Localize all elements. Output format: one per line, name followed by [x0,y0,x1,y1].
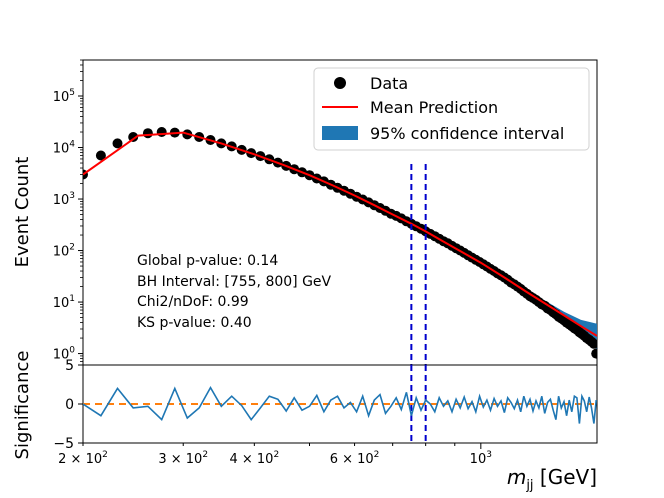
legend-label-data: Data [370,74,408,93]
x-tick-label: 4 × 102 [229,450,279,467]
x-tick-label: 3 × 102 [158,450,208,467]
x-axis-label-main: m [507,465,526,489]
significance-y-axis-label: Significance [12,351,33,460]
legend-ci-patch [322,126,358,140]
y-tick-label: 105 [53,88,75,105]
x-tick-label: 2 × 102 [58,450,108,467]
data-point [588,338,597,349]
y-tick-label: 104 [53,140,76,157]
legend-frame [313,67,590,151]
y-tick-label: −5 [53,436,74,452]
y-tick-label: 100 [53,346,76,363]
x-tick-label: 6 × 102 [330,450,380,467]
data-point [142,128,153,139]
data-point [128,132,139,142]
y-tick-label: 101 [53,294,75,311]
annotation-ks-pvalue: KS p-value: 0.40 [137,315,252,331]
annotation-bh-interval: BH Interval: [755, 800] GeV [137,274,332,290]
y-tick-label: 103 [53,191,75,208]
x-tick-label: 103 [470,450,492,467]
data-point [112,138,123,149]
y-tick-label: 5 [65,358,74,374]
mean-prediction-line [83,131,597,337]
legend: Data Mean Prediction 95% confidence inte… [313,67,590,151]
legend-data-marker [334,77,346,89]
data-point [95,150,106,161]
main-panel: 100 101 102 103 104 105 Event Count Data Mean… [12,59,598,366]
significance-panel: −5 0 5 2 × 102 3 × 102 4 × 102 6 × 102 103 Sig… [12,351,598,493]
x-axis-label: mjj [GeV] [507,465,597,493]
significance-line [83,385,597,424]
annotation-chi2: Chi2/nDoF: 0.99 [137,294,249,310]
data-point [156,127,167,137]
data-point [591,348,597,359]
y-tick-label: 102 [53,243,75,260]
annotation-global-pvalue: Global p-value: 0.14 [137,253,278,269]
x-axis-label-unit: [GeV] [534,465,597,489]
main-y-axis-label: Event Count [12,157,33,268]
legend-label-mean: Mean Prediction [370,98,498,117]
x-axis-label-sub: jj [525,478,533,493]
legend-label-ci: 95% confidence interval [370,124,564,143]
y-tick-label: 0 [65,397,74,413]
